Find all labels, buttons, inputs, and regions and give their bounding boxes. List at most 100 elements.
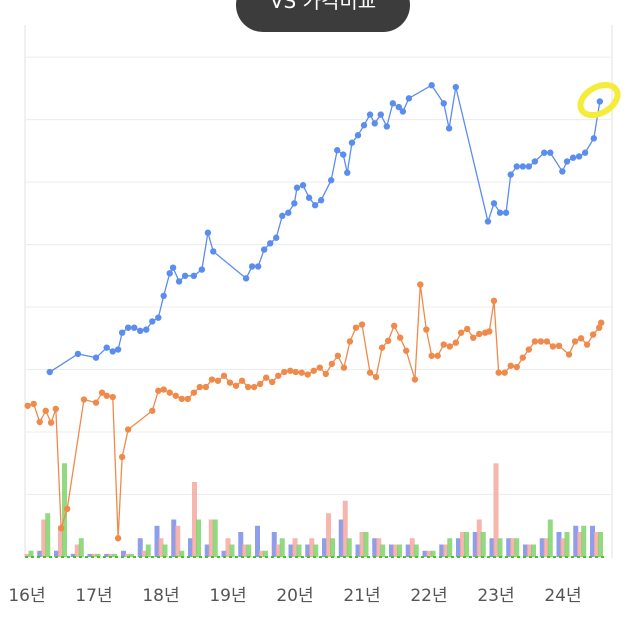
- bar: [45, 513, 51, 557]
- bar: [594, 532, 599, 557]
- bar: [338, 519, 344, 557]
- bar: [531, 544, 536, 557]
- bar: [41, 519, 47, 557]
- point: [281, 368, 288, 376]
- point: [232, 382, 240, 389]
- bar: [104, 553, 110, 557]
- x-axis: 16년 17년 18년 19년 20년 21년 22년 23년 24년: [8, 586, 581, 606]
- bar: [510, 538, 516, 557]
- point: [495, 369, 502, 376]
- point: [80, 396, 88, 403]
- point: [513, 163, 520, 170]
- point: [109, 348, 116, 355]
- point: [124, 324, 132, 331]
- point: [285, 209, 292, 216]
- bar: [74, 544, 80, 557]
- point: [384, 337, 392, 345]
- highlight-circle: [577, 81, 621, 119]
- point: [334, 352, 342, 359]
- bar: [372, 538, 378, 557]
- bar: [125, 553, 130, 557]
- bar: [472, 532, 478, 557]
- point: [244, 383, 252, 391]
- point: [476, 330, 483, 338]
- point: [293, 184, 301, 191]
- point: [507, 362, 514, 369]
- point: [452, 339, 459, 346]
- point: [287, 367, 294, 374]
- point: [496, 209, 504, 216]
- bar: [359, 532, 365, 557]
- bar: [514, 538, 520, 557]
- point: [226, 379, 234, 386]
- bar: [196, 519, 201, 557]
- bar: [397, 544, 402, 557]
- point: [525, 163, 533, 170]
- point: [547, 149, 554, 156]
- bar: [54, 550, 59, 557]
- bar: [179, 550, 185, 557]
- bar: [426, 550, 432, 557]
- point: [42, 407, 49, 414]
- point: [502, 209, 510, 216]
- point: [577, 335, 585, 342]
- point: [575, 153, 583, 160]
- point: [143, 326, 150, 333]
- bar: [70, 553, 76, 557]
- bar: [405, 544, 411, 557]
- point: [63, 505, 71, 513]
- point: [24, 402, 31, 409]
- point: [118, 453, 126, 461]
- bar: [87, 553, 93, 557]
- point: [311, 202, 319, 209]
- bar: [108, 553, 114, 557]
- bar: [556, 532, 562, 557]
- point: [541, 149, 548, 156]
- bar: [145, 544, 151, 557]
- bar: [162, 544, 168, 557]
- point: [581, 149, 589, 156]
- bar: [37, 550, 43, 557]
- bar: [460, 532, 465, 557]
- point: [310, 367, 317, 374]
- bar: [346, 538, 352, 557]
- point: [389, 100, 397, 107]
- bar: [24, 553, 30, 557]
- point: [445, 125, 453, 132]
- bar: [121, 550, 126, 557]
- point: [519, 354, 526, 361]
- point: [348, 139, 356, 146]
- point: [250, 383, 258, 391]
- bar: [28, 550, 34, 557]
- chart-title: VS 가격비교: [270, 0, 376, 13]
- point: [103, 392, 110, 399]
- point: [590, 135, 598, 142]
- point: [160, 386, 167, 393]
- bar: [242, 544, 248, 557]
- point: [175, 278, 183, 285]
- x-tick-label: 21년: [343, 586, 380, 606]
- bar: [447, 538, 453, 557]
- point: [344, 169, 351, 176]
- point: [155, 314, 162, 321]
- point: [178, 395, 185, 403]
- bar: [95, 553, 101, 557]
- point: [378, 344, 386, 351]
- x-tick-label: 18년: [142, 586, 179, 606]
- point: [248, 263, 256, 270]
- bar: [188, 538, 193, 557]
- point: [390, 322, 398, 330]
- point: [428, 352, 435, 359]
- point: [531, 158, 539, 165]
- point: [405, 95, 413, 102]
- bar: [376, 538, 382, 557]
- bar: [523, 544, 528, 557]
- bar: [175, 525, 181, 557]
- point: [316, 364, 323, 371]
- bars: [24, 463, 603, 557]
- point: [208, 376, 216, 383]
- point: [36, 418, 43, 426]
- point: [273, 234, 280, 241]
- bar: [543, 538, 549, 557]
